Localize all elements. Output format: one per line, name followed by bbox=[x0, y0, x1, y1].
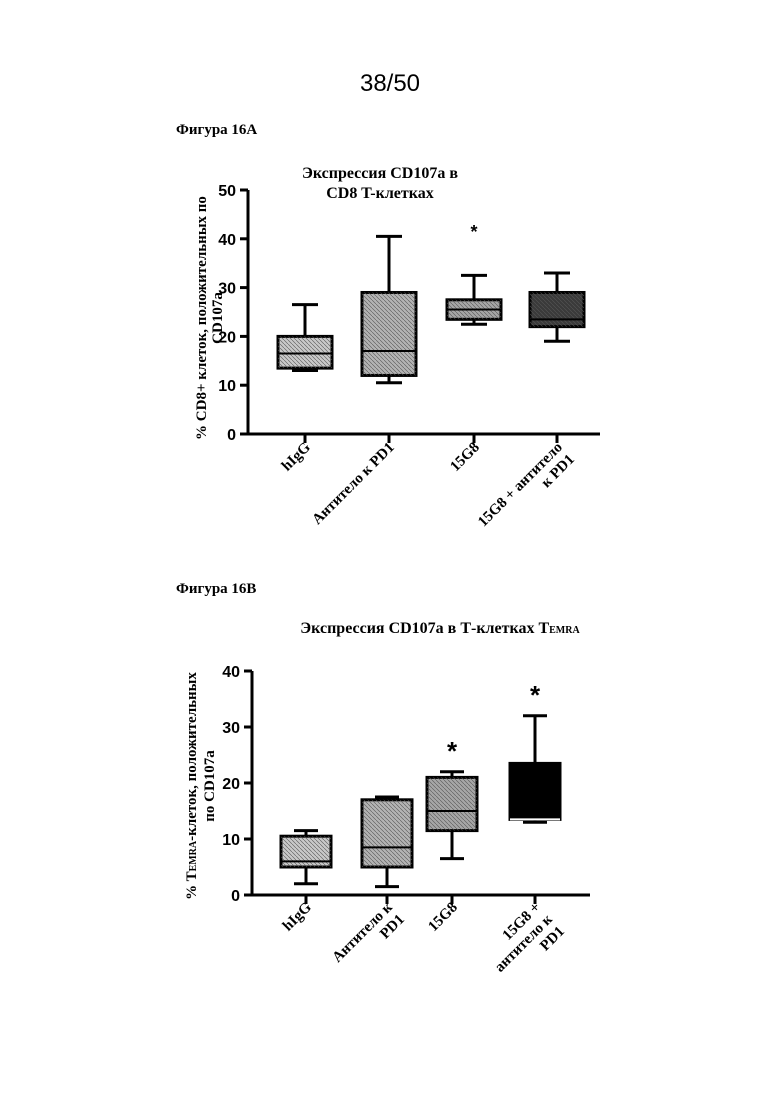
category-label: 15G8 bbox=[447, 440, 482, 475]
y-tick-label: 20 bbox=[218, 329, 236, 346]
category-label-line: hIgG bbox=[280, 899, 315, 934]
category-label: 15G8 +антитело кPD1 bbox=[480, 899, 568, 987]
y-tick-label: 30 bbox=[222, 720, 240, 737]
significance-star: * bbox=[447, 736, 458, 766]
box-hatch bbox=[278, 336, 332, 368]
category-label-line: Антитело к PD1 bbox=[309, 440, 397, 528]
y-tick-label: 40 bbox=[218, 232, 236, 249]
chart-a-plot: 0 10 20 30 40 50 hIgGАнтитело к PD1 * 15G815G8 +… bbox=[218, 183, 600, 542]
y-tick-label: 30 bbox=[218, 281, 236, 298]
y-tick-label: 20 bbox=[222, 776, 240, 793]
significance-star: * bbox=[470, 222, 477, 242]
category-label: hIgG bbox=[279, 439, 314, 474]
category-label-line: 15G8 bbox=[425, 900, 460, 935]
y-tick-label: 0 bbox=[227, 427, 236, 444]
plots-canvas: 01020304050hIgGАнтитело к PD1*15G815G8 +… bbox=[0, 0, 780, 1103]
y-tick-label: 40 bbox=[222, 664, 240, 681]
category-label: hIgG bbox=[280, 899, 315, 934]
y-tick-label: 0 bbox=[231, 888, 240, 905]
y-tick-label: 50 bbox=[218, 183, 236, 200]
box bbox=[510, 763, 560, 819]
category-label: Антитело кPD1 bbox=[329, 899, 408, 978]
y-tick-label: 10 bbox=[218, 378, 236, 395]
box-hatch bbox=[362, 800, 412, 867]
category-label-line: hIgG bbox=[279, 439, 314, 474]
chart-b-plot: 0 10 20 30 40 hIgG Антитело кPD1 * 15G8 * 15G8 +ан… bbox=[222, 664, 590, 988]
category-label: 15G8 bbox=[425, 900, 460, 935]
y-tick-label: 10 bbox=[222, 832, 240, 849]
significance-star: * bbox=[530, 680, 541, 710]
box-hatch bbox=[362, 292, 416, 375]
category-label: Антитело к PD1 bbox=[309, 440, 397, 528]
category-label-line: 15G8 bbox=[447, 440, 482, 475]
category-label: 15G8 + антителок PD1 bbox=[475, 440, 578, 543]
box-hatch bbox=[530, 292, 584, 326]
box-hatch bbox=[427, 777, 477, 830]
